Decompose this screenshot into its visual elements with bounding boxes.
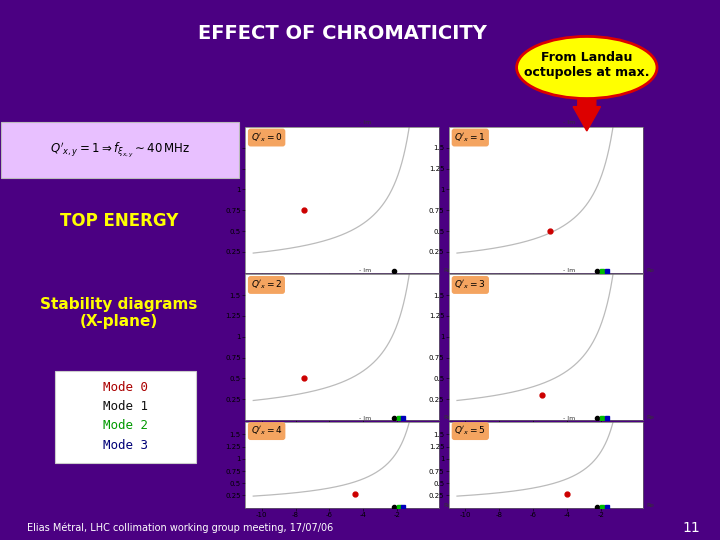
FancyBboxPatch shape <box>55 371 196 463</box>
Text: Mode 3: Mode 3 <box>104 439 148 452</box>
Text: $Q'_{x,y} = 1 \Rightarrow f_{\xi_{x,y}} \sim 40\,\mathrm{MHz}$: $Q'_{x,y} = 1 \Rightarrow f_{\xi_{x,y}} … <box>50 140 191 159</box>
Text: Re: Re <box>647 503 654 508</box>
Text: Re: Re <box>443 268 451 273</box>
Text: Mode 0: Mode 0 <box>104 381 148 394</box>
Text: $Q'_x = 5$: $Q'_x = 5$ <box>454 425 486 437</box>
FancyBboxPatch shape <box>1 122 239 178</box>
Ellipse shape <box>516 36 657 98</box>
Text: - Im: - Im <box>563 268 575 273</box>
Text: - Im: - Im <box>359 120 372 125</box>
Text: Mode 2: Mode 2 <box>104 419 148 432</box>
Text: - Im: - Im <box>563 120 575 125</box>
FancyArrow shape <box>573 96 600 131</box>
Text: Re: Re <box>443 415 451 420</box>
Text: Elias Métral, LHC collimation working group meeting, 17/07/06: Elias Métral, LHC collimation working gr… <box>27 523 333 534</box>
Text: $Q'_x = 4$: $Q'_x = 4$ <box>251 425 283 437</box>
Text: Re: Re <box>647 268 654 273</box>
Text: $Q'_x = 3$: $Q'_x = 3$ <box>454 279 486 291</box>
Text: Re: Re <box>443 503 451 508</box>
Text: 11: 11 <box>682 521 700 535</box>
Text: $Q'_x = 1$: $Q'_x = 1$ <box>454 131 486 144</box>
Text: - Im: - Im <box>359 268 372 273</box>
Text: TOP ENERGY: TOP ENERGY <box>60 212 178 231</box>
Text: EFFECT OF CHROMATICITY: EFFECT OF CHROMATICITY <box>197 24 487 43</box>
Text: Stability diagrams
(X-plane): Stability diagrams (X-plane) <box>40 297 197 329</box>
Text: From Landau
octupoles at max.: From Landau octupoles at max. <box>524 51 649 79</box>
Text: $Q'_x = 2$: $Q'_x = 2$ <box>251 279 282 291</box>
Text: - Im: - Im <box>563 416 575 421</box>
Text: - Im: - Im <box>359 416 372 421</box>
Text: Re: Re <box>647 415 654 420</box>
Text: Mode 1: Mode 1 <box>104 400 148 413</box>
Text: $Q'_x = 0$: $Q'_x = 0$ <box>251 131 283 144</box>
